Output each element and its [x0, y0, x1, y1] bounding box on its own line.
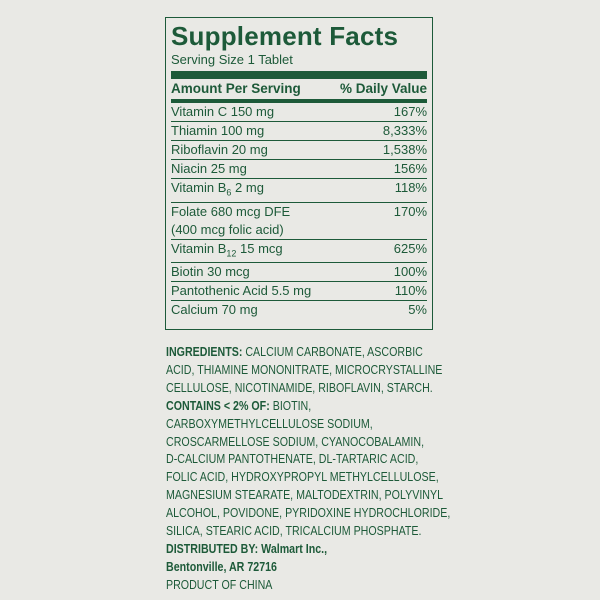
daily-value: 110%	[394, 283, 427, 299]
ingredients-line: PRODUCT OF CHINA	[166, 576, 273, 592]
daily-value: 625%	[393, 240, 427, 256]
daily-value: 170%	[393, 203, 427, 219]
nutrient-row: Folate 680 mcg DFE (400 mcg folic acid) 17…	[171, 203, 427, 240]
ingredients-line: CONTAINS < 2% OF: BIOTIN,	[166, 397, 312, 413]
nutrient-row: Niacin 25 mg 156%	[171, 160, 427, 179]
nutrient-row: Calcium 70 mg 5%	[171, 301, 427, 319]
ingredients-line: ALCOHOL, POVIDONE, PYRIDOXINE HYDROCHLOR…	[166, 505, 451, 521]
nutrient-row: Vitamin B6 2 mg 118%	[171, 179, 427, 203]
daily-value: 100%	[393, 264, 427, 280]
nutrient-row: Vitamin B12 15 mcg 625%	[171, 240, 427, 264]
nutrient-name: Vitamin C 150 mg	[171, 104, 275, 119]
nutrient-row: Pantothenic Acid 5.5 mg 110%	[171, 282, 427, 302]
nutrient-row: Thiamin 100 mg 8,333%	[171, 122, 427, 141]
serving-size: Serving Size 1 Tablet	[171, 52, 293, 67]
daily-value: 8,333%	[382, 123, 427, 138]
nutrient-name: Folate 680 mcg DFE (400 mcg folic acid)	[171, 203, 291, 237]
nutrient-name: Pantothenic Acid 5.5 mg	[171, 283, 312, 299]
daily-value: 1,538%	[382, 142, 427, 157]
daily-value: 118%	[394, 180, 427, 195]
nutrient-name: Riboflavin 20 mg	[171, 142, 268, 157]
ingredients-text: INGREDIENTS: CALCIUM CARBONATE, ASCORBIC…	[166, 343, 451, 594]
nutrient-row: Biotin 30 mcg 100%	[171, 263, 427, 283]
ingredients-line: D-CALCIUM PANTOTHENATE, DL-TARTARIC ACID…	[166, 451, 419, 467]
nutrient-name: Thiamin 100 mg	[171, 123, 265, 138]
daily-value: 156%	[393, 161, 427, 176]
ingredients-line: MAGNESIUM STEARATE, MALTODEXTRIN, POLYVI…	[166, 487, 444, 503]
amount-header: Amount Per Serving	[171, 81, 301, 96]
ingredients-line: DISTRIBUTED BY: Walmart Inc.,	[166, 540, 328, 556]
nutrient-name: Vitamin B6 2 mg	[171, 180, 264, 198]
nutrient-name: Calcium 70 mg	[171, 302, 258, 318]
column-header: Amount Per Serving % Daily Value	[171, 79, 427, 103]
nutrient-row: Riboflavin 20 mg 1,538%	[171, 141, 427, 160]
supplement-facts-panel: Supplement Facts Serving Size 1 Tablet A…	[165, 17, 433, 330]
ingredients-line: ACID, THIAMINE MONONITRATE, MICROCRYSTAL…	[166, 361, 443, 377]
ingredients-line: CARBOXYMETHYLCELLULOSE SODIUM,	[166, 415, 373, 431]
panel-title: Supplement Facts	[171, 21, 399, 51]
nutrient-name: Vitamin B12 15 mcg	[171, 240, 283, 259]
divider	[171, 71, 427, 79]
dv-header: % Daily Value	[339, 81, 427, 96]
daily-value: 167%	[393, 104, 427, 119]
nutrient-name: Niacin 25 mg	[171, 161, 247, 176]
ingredients-line: Bentonville, AR 72716	[166, 558, 277, 574]
nutrient-name: Biotin 30 mcg	[171, 264, 250, 280]
ingredients-line: SILICA, STEARIC ACID, TRICALCIUM PHOSPHA…	[166, 523, 422, 539]
ingredients-line: INGREDIENTS: CALCIUM CARBONATE, ASCORBIC	[166, 344, 423, 359]
daily-value: 5%	[408, 302, 427, 318]
ingredients-line: CROSCARMELLOSE SODIUM, CYANOCOBALAMIN,	[166, 433, 425, 449]
ingredients-line: CELLULOSE, NICOTINAMIDE, RIBOFLAVIN, STA…	[166, 379, 433, 395]
ingredients-line: FOLIC ACID, HYDROXYPROPYL METHYLCELLULOS…	[166, 469, 439, 485]
nutrient-row: Vitamin C 150 mg 167%	[171, 103, 427, 122]
nutrient-table: Vitamin C 150 mg 167% Thiamin 100 mg 8,333%…	[171, 103, 427, 319]
